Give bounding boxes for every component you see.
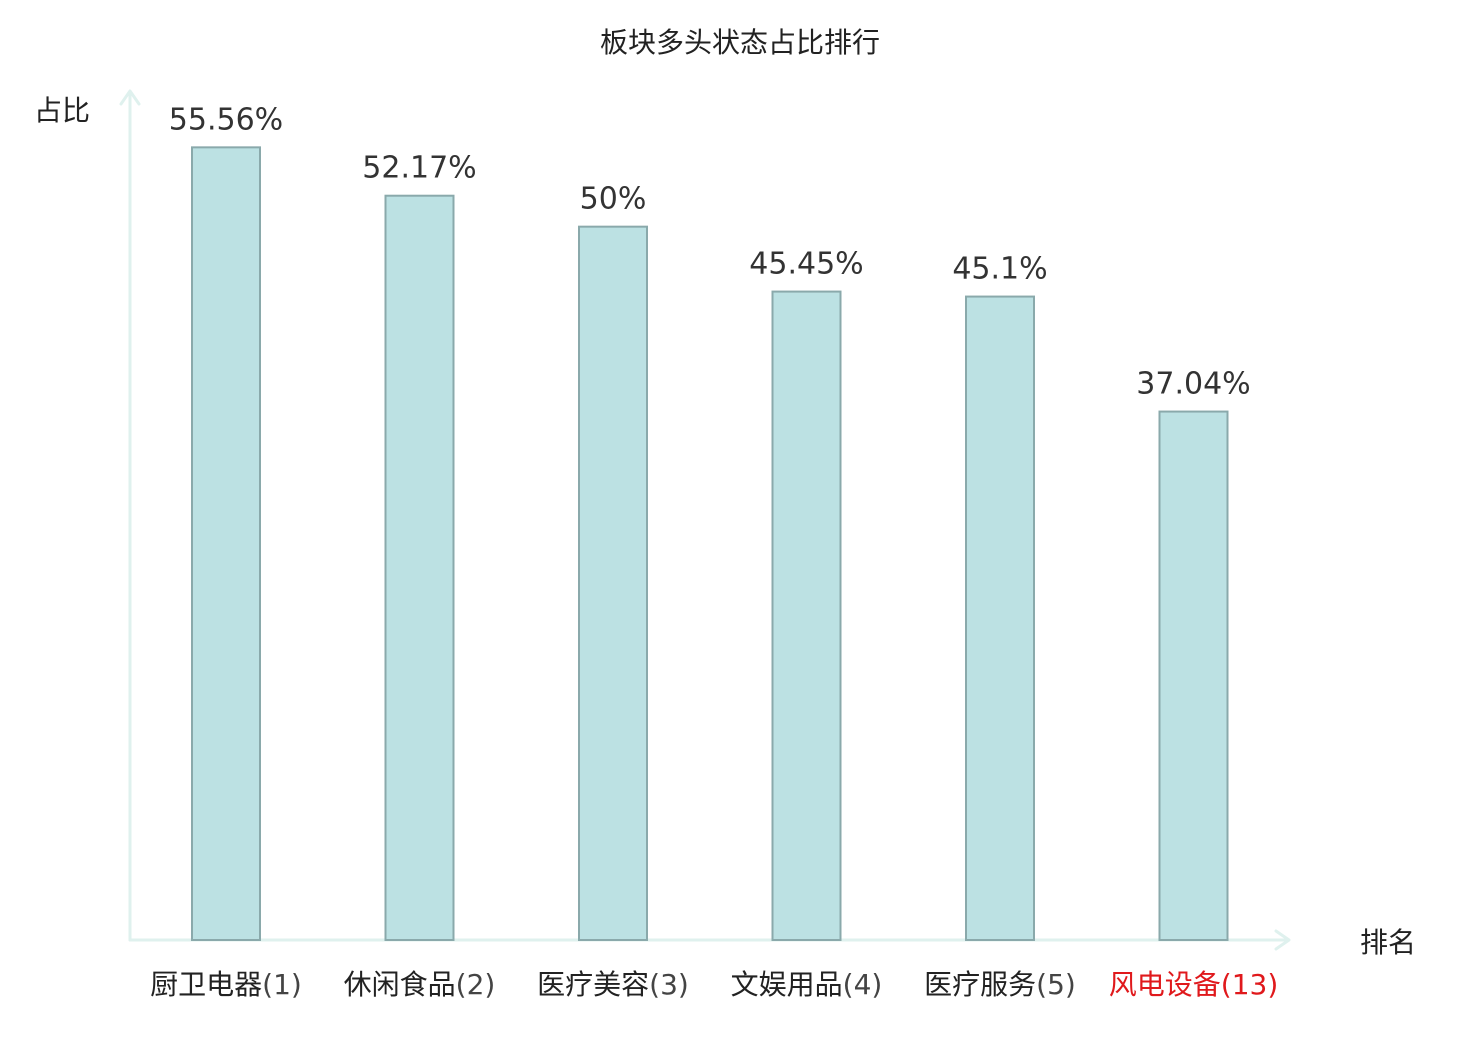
axes <box>121 91 1289 949</box>
y-axis-label: 占比 <box>34 94 90 127</box>
bar <box>386 196 454 940</box>
category-label: 医疗美容(3) <box>537 968 689 1001</box>
value-label: 52.17% <box>362 151 476 186</box>
value-label: 50% <box>580 182 647 217</box>
bar <box>1160 412 1228 940</box>
category-name: 医疗美容 <box>537 968 649 1001</box>
category-label: 文娱用品(4) <box>731 968 883 1001</box>
bar <box>773 292 841 940</box>
category-rank: (13) <box>1221 968 1278 1001</box>
value-label: 37.04% <box>1136 367 1250 402</box>
value-label: 45.45% <box>749 247 863 282</box>
bar <box>966 297 1034 940</box>
category-rank: (3) <box>649 968 689 1001</box>
category-label: 休闲食品(2) <box>344 968 496 1001</box>
x-axis-label: 排名 <box>1360 926 1416 959</box>
category-rank: (4) <box>843 968 883 1001</box>
chart-title: 板块多头状态占比排行 <box>600 26 880 59</box>
category-name: 医疗服务 <box>924 968 1036 1001</box>
category-name: 休闲食品 <box>344 968 456 1001</box>
category-label: 厨卫电器(1) <box>150 968 302 1001</box>
category-rank: (2) <box>456 968 496 1001</box>
category-labels: 厨卫电器(1) 休闲食品(2) 医疗美容(3) 文娱用品(4) 医疗服务(5) 风电设备(… <box>150 968 1278 1001</box>
category-name: 厨卫电器 <box>150 968 262 1001</box>
category-rank: (5) <box>1036 968 1076 1001</box>
category-name: 风电设备 <box>1109 968 1221 1001</box>
bars <box>192 147 1228 940</box>
value-labels: 55.56% 52.17% 50% 45.45% 45.1% 37.04% <box>169 102 1251 401</box>
bar <box>579 227 647 940</box>
value-label: 45.1% <box>952 252 1047 287</box>
value-label: 55.56% <box>169 102 283 137</box>
category-name: 文娱用品 <box>731 968 843 1001</box>
category-rank: (1) <box>262 968 302 1001</box>
category-label: 医疗服务(5) <box>924 968 1076 1001</box>
bar <box>192 147 260 940</box>
category-label: 风电设备(13) <box>1109 968 1279 1001</box>
